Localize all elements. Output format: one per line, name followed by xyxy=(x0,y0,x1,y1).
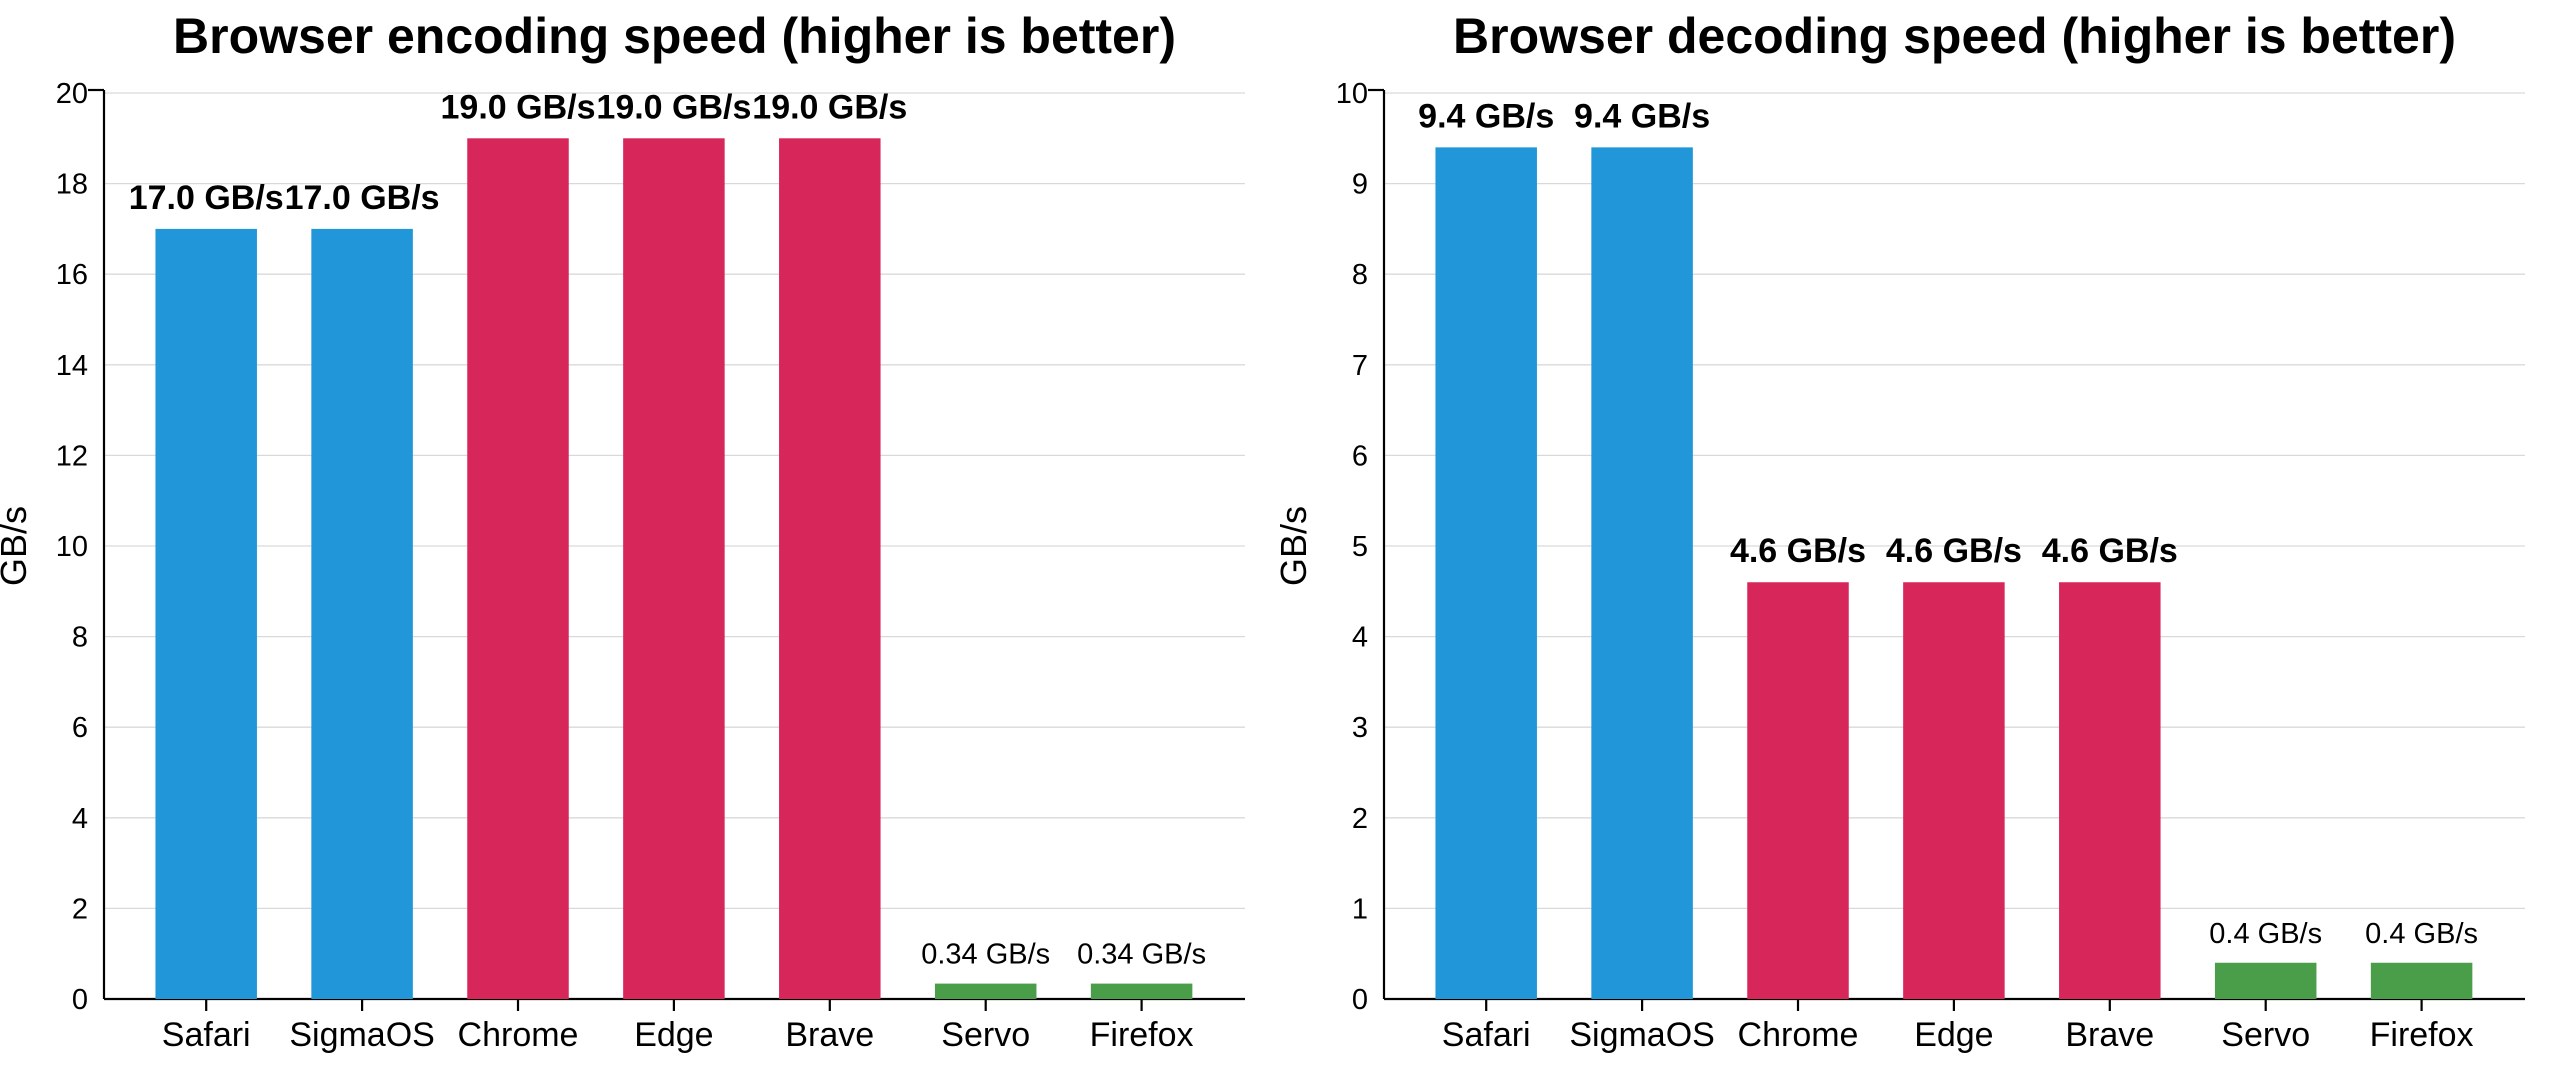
svg-text:6: 6 xyxy=(72,712,88,744)
svg-text:Browser decoding speed (higher: Browser decoding speed (higher is better… xyxy=(1453,8,2456,64)
svg-text:Browser encoding speed (higher: Browser encoding speed (higher is better… xyxy=(173,8,1176,64)
svg-text:Brave: Brave xyxy=(785,1016,874,1054)
svg-text:9.4 GB/s: 9.4 GB/s xyxy=(1574,97,1710,135)
svg-text:0.34 GB/s: 0.34 GB/s xyxy=(921,939,1050,971)
svg-text:19.0 GB/s: 19.0 GB/s xyxy=(752,88,907,126)
svg-text:0: 0 xyxy=(1352,984,1368,1016)
svg-text:Edge: Edge xyxy=(1914,1016,1993,1054)
svg-text:6: 6 xyxy=(1352,440,1368,472)
svg-text:SigmaOS: SigmaOS xyxy=(289,1016,435,1054)
svg-text:Firefox: Firefox xyxy=(2370,1016,2474,1054)
svg-text:Chrome: Chrome xyxy=(1738,1016,1859,1054)
svg-text:5: 5 xyxy=(1352,531,1368,563)
svg-text:10: 10 xyxy=(56,531,88,563)
svg-text:19.0 GB/s: 19.0 GB/s xyxy=(596,88,751,126)
svg-text:Safari: Safari xyxy=(162,1016,251,1054)
svg-text:0.4 GB/s: 0.4 GB/s xyxy=(2365,918,2478,950)
svg-text:Brave: Brave xyxy=(2065,1016,2154,1054)
svg-text:0.4 GB/s: 0.4 GB/s xyxy=(2209,918,2322,950)
svg-text:10: 10 xyxy=(1336,78,1368,110)
svg-text:2: 2 xyxy=(72,893,88,925)
svg-text:4.6 GB/s: 4.6 GB/s xyxy=(1886,532,2022,570)
svg-text:Servo: Servo xyxy=(941,1016,1030,1054)
svg-text:GB/s: GB/s xyxy=(0,506,34,586)
svg-text:9: 9 xyxy=(1352,169,1368,201)
svg-text:12: 12 xyxy=(56,440,88,472)
svg-text:7: 7 xyxy=(1352,350,1368,382)
svg-text:SigmaOS: SigmaOS xyxy=(1569,1016,1715,1054)
svg-text:Firefox: Firefox xyxy=(1090,1016,1194,1054)
svg-text:16: 16 xyxy=(56,259,88,291)
svg-text:4: 4 xyxy=(1352,622,1368,654)
svg-text:Safari: Safari xyxy=(1442,1016,1531,1054)
svg-text:Chrome: Chrome xyxy=(458,1016,579,1054)
svg-text:4.6 GB/s: 4.6 GB/s xyxy=(1730,532,1866,570)
svg-text:1: 1 xyxy=(1352,893,1368,925)
svg-text:19.0 GB/s: 19.0 GB/s xyxy=(441,88,596,126)
svg-text:8: 8 xyxy=(1352,259,1368,291)
svg-text:18: 18 xyxy=(56,169,88,201)
svg-text:0: 0 xyxy=(72,984,88,1016)
svg-text:17.0 GB/s: 17.0 GB/s xyxy=(285,179,440,217)
svg-text:20: 20 xyxy=(56,78,88,110)
svg-text:Servo: Servo xyxy=(2221,1016,2310,1054)
svg-text:2: 2 xyxy=(1352,803,1368,835)
svg-text:4: 4 xyxy=(72,803,88,835)
svg-text:9.4 GB/s: 9.4 GB/s xyxy=(1418,97,1554,135)
svg-text:GB/s: GB/s xyxy=(1280,506,1314,586)
svg-text:3: 3 xyxy=(1352,712,1368,744)
svg-text:Edge: Edge xyxy=(634,1016,713,1054)
svg-text:14: 14 xyxy=(56,350,88,382)
svg-text:4.6 GB/s: 4.6 GB/s xyxy=(2042,532,2178,570)
svg-text:0.34 GB/s: 0.34 GB/s xyxy=(1077,939,1206,971)
svg-text:8: 8 xyxy=(72,622,88,654)
svg-text:17.0 GB/s: 17.0 GB/s xyxy=(129,179,284,217)
